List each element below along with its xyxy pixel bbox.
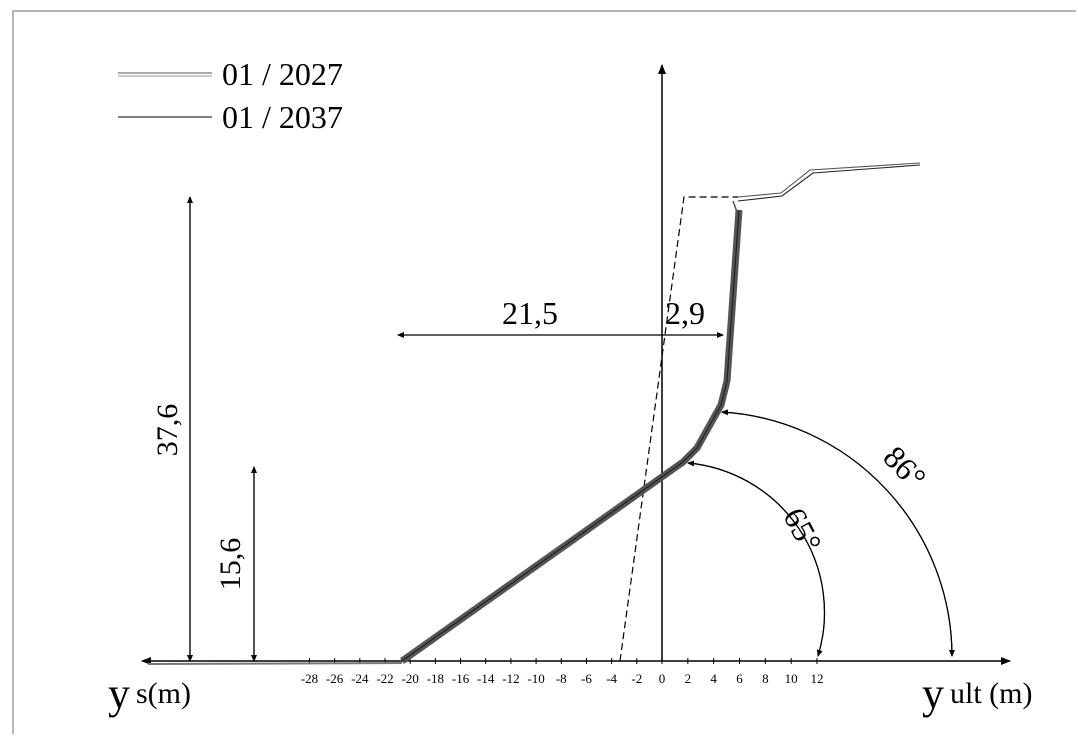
tick-label: -12 (502, 671, 519, 686)
left-axis-label-main: y (108, 669, 130, 718)
right-axis-label-sub: ult (m) (950, 677, 1033, 710)
height-total-label: 37,6 (151, 404, 184, 457)
dimension-height-total: 37,6 (151, 196, 193, 662)
dimension-horizontal: 21,5 2,9 (397, 295, 724, 338)
tick-label: 2 (685, 671, 692, 686)
tick-label: -10 (527, 671, 544, 686)
legend-label-2027: 01 / 2027 (222, 56, 343, 92)
tick-label: -8 (556, 671, 567, 686)
tick-label: 4 (710, 671, 717, 686)
crest-line-2037 (737, 164, 921, 202)
tick-label: -14 (477, 671, 495, 686)
offset-left-label: 21,5 (502, 295, 558, 331)
left-axis-label-sub: s(m) (136, 677, 191, 710)
legend-label-2037: 01 / 2037 (222, 99, 343, 135)
legend-item-2037: 01 / 2037 (118, 99, 343, 135)
tick-label: -26 (326, 671, 344, 686)
tick-label: 8 (762, 671, 769, 686)
right-axis-label-main: y (922, 669, 944, 718)
legend: 01 / 2027 01 / 2037 (118, 56, 343, 135)
horizontal-axis: -28 -26 -24 -22 -20 -18 -16 -14 -12 -10 -8 -6 -4 -2 0 2… (141, 657, 1011, 686)
tick-label: -4 (606, 671, 617, 686)
tick-label: -18 (427, 671, 444, 686)
tick-label: -22 (376, 671, 393, 686)
base-line (147, 662, 403, 665)
angle-65: 65° (687, 460, 829, 657)
tick-label: 0 (659, 671, 666, 686)
crest-line-2027 (737, 162, 921, 198)
height-lower-label: 15,6 (214, 538, 247, 591)
legend-item-2027: 01 / 2027 (118, 56, 343, 92)
tick-label: -6 (581, 671, 592, 686)
axis-ticks: -28 -26 -24 -22 -20 -18 -16 -14 -12 -10 -8 -6 -4 -2 0 2… (301, 658, 824, 686)
tick-label: 12 (811, 671, 824, 686)
profile-band (399, 209, 743, 664)
angle-86: 86° (721, 409, 955, 657)
dimension-height-lower: 15,6 (214, 466, 257, 662)
profile-line-2037 (401, 209, 740, 662)
tick-label: 6 (736, 671, 743, 686)
tick-label: -20 (402, 671, 419, 686)
tick-label: -16 (452, 671, 470, 686)
figure-frame (12, 10, 1076, 734)
slope-profile (147, 162, 921, 665)
tick-label: 10 (785, 671, 798, 686)
dashed-reference-line (619, 196, 738, 662)
tick-label: -2 (631, 671, 642, 686)
tick-label: -28 (301, 671, 318, 686)
tick-label: -24 (351, 671, 369, 686)
offset-right-label: 2,9 (665, 295, 705, 331)
